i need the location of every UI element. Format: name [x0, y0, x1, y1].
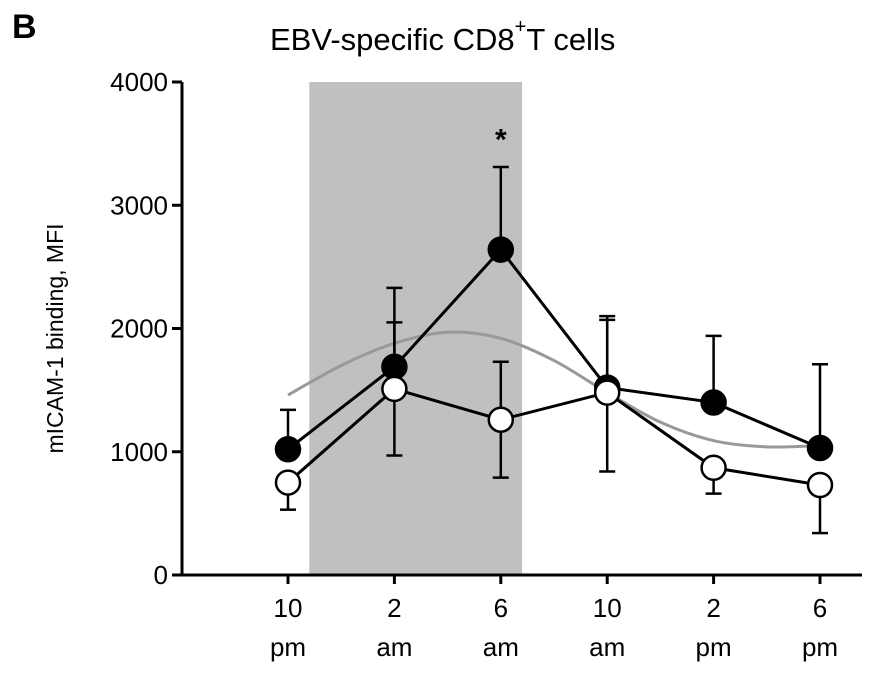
fit-curve — [287, 330, 821, 449]
fit-curve-layer — [287, 330, 821, 449]
x-tick-label: 6 — [813, 593, 827, 623]
data-point-open — [700, 454, 727, 482]
x-tick-label-line2: am — [376, 632, 412, 662]
panel-label: B — [12, 8, 37, 46]
x-tick-label-line2: pm — [696, 632, 732, 662]
y-tick-label: 4000 — [110, 67, 168, 97]
x-tick-label: 2 — [706, 593, 720, 623]
x-tick-label: 6 — [494, 593, 508, 623]
data-point-filled — [806, 434, 834, 462]
data-point-filled — [487, 236, 515, 263]
chart-title-main: EBV-specific CD8 — [270, 22, 515, 57]
y-tick-label: 1000 — [110, 437, 168, 467]
x-tick-label: 2 — [387, 593, 401, 623]
data-point-open — [274, 469, 302, 496]
chart-title-suffix: T cells — [526, 22, 615, 57]
series-open-line — [287, 387, 821, 487]
y-axis-label: mICAM-1 binding, MFI — [42, 223, 68, 453]
y-tick-label: 3000 — [110, 190, 168, 220]
shaded-region — [309, 82, 523, 575]
axes-layer — [172, 80, 862, 584]
label-layer: 0 1000 2000 3000 4000 10 pm 2 am 6 am 10 am 2 pm 6 pm mIC… — [42, 67, 838, 662]
series-filled-line — [287, 247, 821, 451]
chart-title-superscript: + — [515, 16, 527, 38]
significance-asterisk: * — [495, 123, 507, 156]
x-tick-label-line2: am — [483, 632, 519, 662]
data-point-open — [381, 375, 408, 403]
data-point-open — [806, 471, 834, 499]
data-point-filled — [274, 436, 302, 463]
shaded-region-layer — [309, 82, 523, 575]
data-point-open — [487, 406, 515, 433]
data-point-filled — [381, 353, 408, 380]
x-tick-label-line2: am — [589, 632, 625, 662]
x-tick-label-line2: pm — [802, 632, 838, 662]
x-tick-label-line2: pm — [270, 632, 306, 662]
x-tick-label: 10 — [593, 593, 622, 623]
y-tick-label: 0 — [154, 560, 168, 590]
x-tick-label: 10 — [274, 593, 303, 623]
data-point-open — [593, 379, 621, 406]
series-layer — [274, 165, 834, 535]
data-point-filled — [700, 389, 727, 416]
chart-title: EBV-specific CD8+T cells — [270, 16, 615, 57]
y-tick-label: 2000 — [110, 314, 168, 344]
